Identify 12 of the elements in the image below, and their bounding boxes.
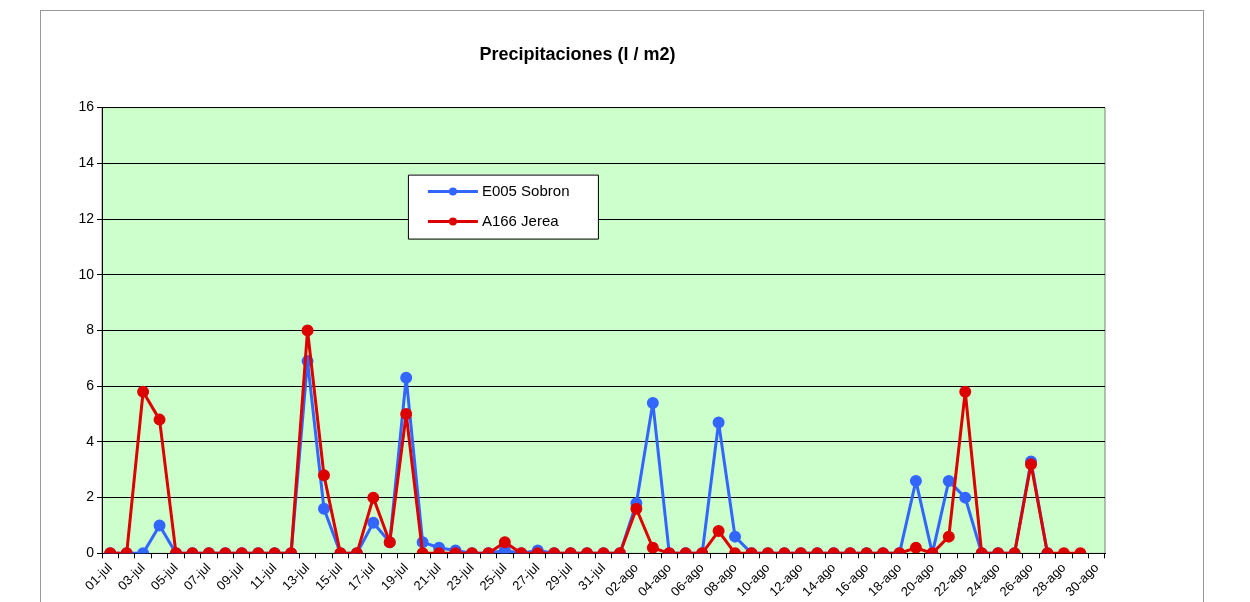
y-tick-label: 4 bbox=[86, 432, 95, 449]
legend-label: E005 Sobron bbox=[481, 181, 570, 199]
y-tick-label: 6 bbox=[86, 377, 95, 394]
y-tick-label: 14 bbox=[78, 154, 95, 171]
y-tick-label: 8 bbox=[86, 321, 95, 338]
y-tick-label: 16 bbox=[78, 98, 95, 115]
chart-title: Precipitaciones (l / m2) bbox=[479, 43, 676, 64]
y-tick-label: 12 bbox=[78, 209, 95, 226]
y-tick-label: 0 bbox=[86, 544, 95, 561]
y-tick-label: 10 bbox=[78, 265, 95, 282]
y-tick-label: 2 bbox=[86, 488, 95, 505]
legend-label: A166 Jerea bbox=[481, 211, 560, 229]
